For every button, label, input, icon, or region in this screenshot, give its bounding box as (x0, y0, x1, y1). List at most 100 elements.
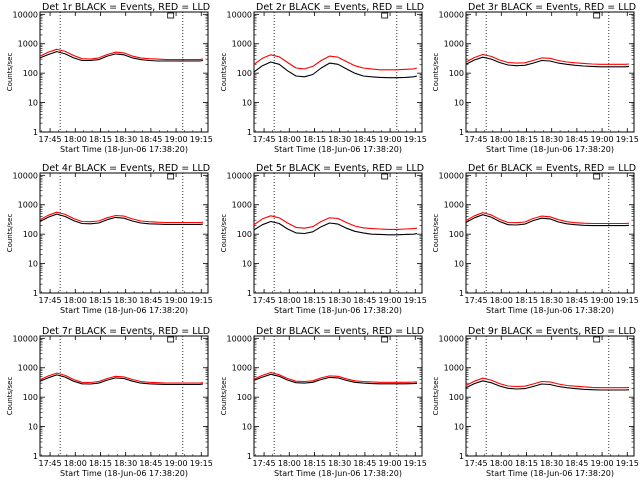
x-tick-label: 17:45 (39, 459, 62, 468)
x-tick-label: 19:00 (379, 296, 402, 305)
y-tick-label: 10 (454, 260, 464, 269)
x-axis-label: Start Time (18-Jun-06 17:38:20) (60, 469, 188, 478)
y-tick-label: 10 (28, 99, 38, 108)
y-tick-label: 1 (247, 128, 252, 137)
series-lld (39, 48, 204, 61)
x-tick-label: 19:15 (404, 296, 427, 305)
y-tick-label: 10 (242, 423, 252, 432)
y-axis-label: Counts/sec (6, 377, 14, 416)
plot-frame (253, 172, 423, 294)
y-tick-label: 100 (449, 393, 464, 402)
x-tick-label: 18:15 (89, 459, 112, 468)
x-tick-label: 18:00 (278, 296, 301, 305)
x-tick-label: 18:15 (303, 135, 326, 144)
detector-panel-3: Det 3r BLACK = Events, RED = LLD 1 10 100 10… (432, 2, 639, 154)
series-events (253, 61, 418, 79)
y-tick-label: 10 (454, 99, 464, 108)
x-tick-label: 17:45 (253, 459, 276, 468)
y-tick-label: 100 (237, 230, 252, 239)
detector-panel-1: Det 1r BLACK = Events, RED = LLD 1 10 100 10… (6, 2, 213, 154)
series-events (465, 380, 630, 391)
x-tick-label: 18:15 (89, 135, 112, 144)
series-lld (253, 215, 418, 230)
x-tick-label: 17:45 (465, 459, 488, 468)
y-tick-label: 10000 (13, 334, 38, 343)
y-axis-label: Counts/sec (220, 214, 228, 253)
y-tick-label: 10000 (13, 10, 38, 19)
x-tick-label: 19:15 (404, 459, 427, 468)
panel-title: Det 2r BLACK = Events, RED = LLD (256, 2, 424, 13)
y-tick-label: 10 (242, 99, 252, 108)
series-lld (253, 54, 418, 71)
x-tick-label: 19:00 (379, 459, 402, 468)
y-axis-label: Counts/sec (6, 53, 14, 92)
x-tick-label: 18:45 (353, 296, 376, 305)
y-tick-label: 10000 (227, 334, 252, 343)
y-tick-label: 1 (247, 452, 252, 461)
series-events (39, 213, 204, 225)
x-tick-label: 19:00 (165, 135, 188, 144)
x-tick-label: 17:45 (465, 296, 488, 305)
flag-marker (593, 173, 601, 180)
x-tick-label: 19:00 (379, 135, 402, 144)
y-tick-label: 10000 (13, 171, 38, 180)
series-lld (39, 211, 204, 224)
series-events (253, 373, 418, 385)
y-tick-label: 1 (459, 452, 464, 461)
plot-frame (465, 335, 635, 457)
y-tick-label: 1000 (18, 201, 38, 210)
x-tick-label: 19:15 (616, 459, 639, 468)
x-tick-label: 18:00 (64, 459, 87, 468)
x-tick-label: 18:45 (565, 135, 588, 144)
flag-marker (167, 12, 175, 19)
x-tick-label: 19:00 (165, 459, 188, 468)
y-axis-label: Counts/sec (432, 53, 440, 92)
y-tick-label: 1000 (444, 364, 464, 373)
x-tick-label: 18:30 (328, 459, 351, 468)
y-tick-label: 100 (449, 69, 464, 78)
x-tick-label: 19:15 (616, 135, 639, 144)
series-events (465, 214, 630, 227)
y-tick-label: 1 (33, 289, 38, 298)
panel-title: Det 4r BLACK = Events, RED = LLD (42, 163, 210, 174)
x-tick-label: 18:00 (278, 135, 301, 144)
y-tick-label: 100 (23, 393, 38, 402)
x-tick-label: 18:30 (114, 296, 137, 305)
plot-frame (39, 335, 209, 457)
x-axis-label: Start Time (18-Jun-06 17:38:20) (486, 145, 614, 154)
x-tick-label: 18:00 (490, 135, 513, 144)
panel-title: Det 8r BLACK = Events, RED = LLD (256, 326, 424, 337)
x-tick-label: 17:45 (465, 135, 488, 144)
x-tick-label: 17:45 (253, 135, 276, 144)
x-tick-label: 18:45 (565, 296, 588, 305)
flag-marker (593, 12, 601, 19)
flag-marker (381, 336, 389, 343)
flag-marker (167, 173, 175, 180)
x-tick-label: 18:15 (303, 296, 326, 305)
panel-title: Det 6r BLACK = Events, RED = LLD (468, 163, 636, 174)
series-lld (39, 372, 204, 384)
y-tick-label: 10000 (439, 334, 464, 343)
plot-frame (465, 172, 635, 294)
detector-panel-9: Det 9r BLACK = Events, RED = LLD 1 10 100 10… (432, 326, 639, 478)
x-tick-label: 18:30 (328, 296, 351, 305)
detector-panel-8: Det 8r BLACK = Events, RED = LLD 1 10 100 10… (220, 326, 427, 478)
flag-marker (593, 336, 601, 343)
x-tick-label: 18:15 (89, 296, 112, 305)
y-tick-label: 1 (33, 128, 38, 137)
y-tick-label: 10000 (439, 10, 464, 19)
x-tick-label: 18:45 (565, 459, 588, 468)
x-tick-label: 18:15 (515, 135, 538, 144)
panel-title: Det 7r BLACK = Events, RED = LLD (42, 326, 210, 337)
y-tick-label: 10 (242, 260, 252, 269)
series-events (39, 51, 204, 62)
x-tick-label: 18:15 (515, 459, 538, 468)
panel-title: Det 3r BLACK = Events, RED = LLD (468, 2, 636, 13)
x-tick-label: 18:45 (139, 135, 162, 144)
y-tick-label: 10 (28, 423, 38, 432)
y-tick-label: 100 (449, 230, 464, 239)
x-tick-label: 17:45 (253, 296, 276, 305)
x-tick-label: 18:45 (139, 296, 162, 305)
y-tick-label: 1000 (232, 201, 252, 210)
